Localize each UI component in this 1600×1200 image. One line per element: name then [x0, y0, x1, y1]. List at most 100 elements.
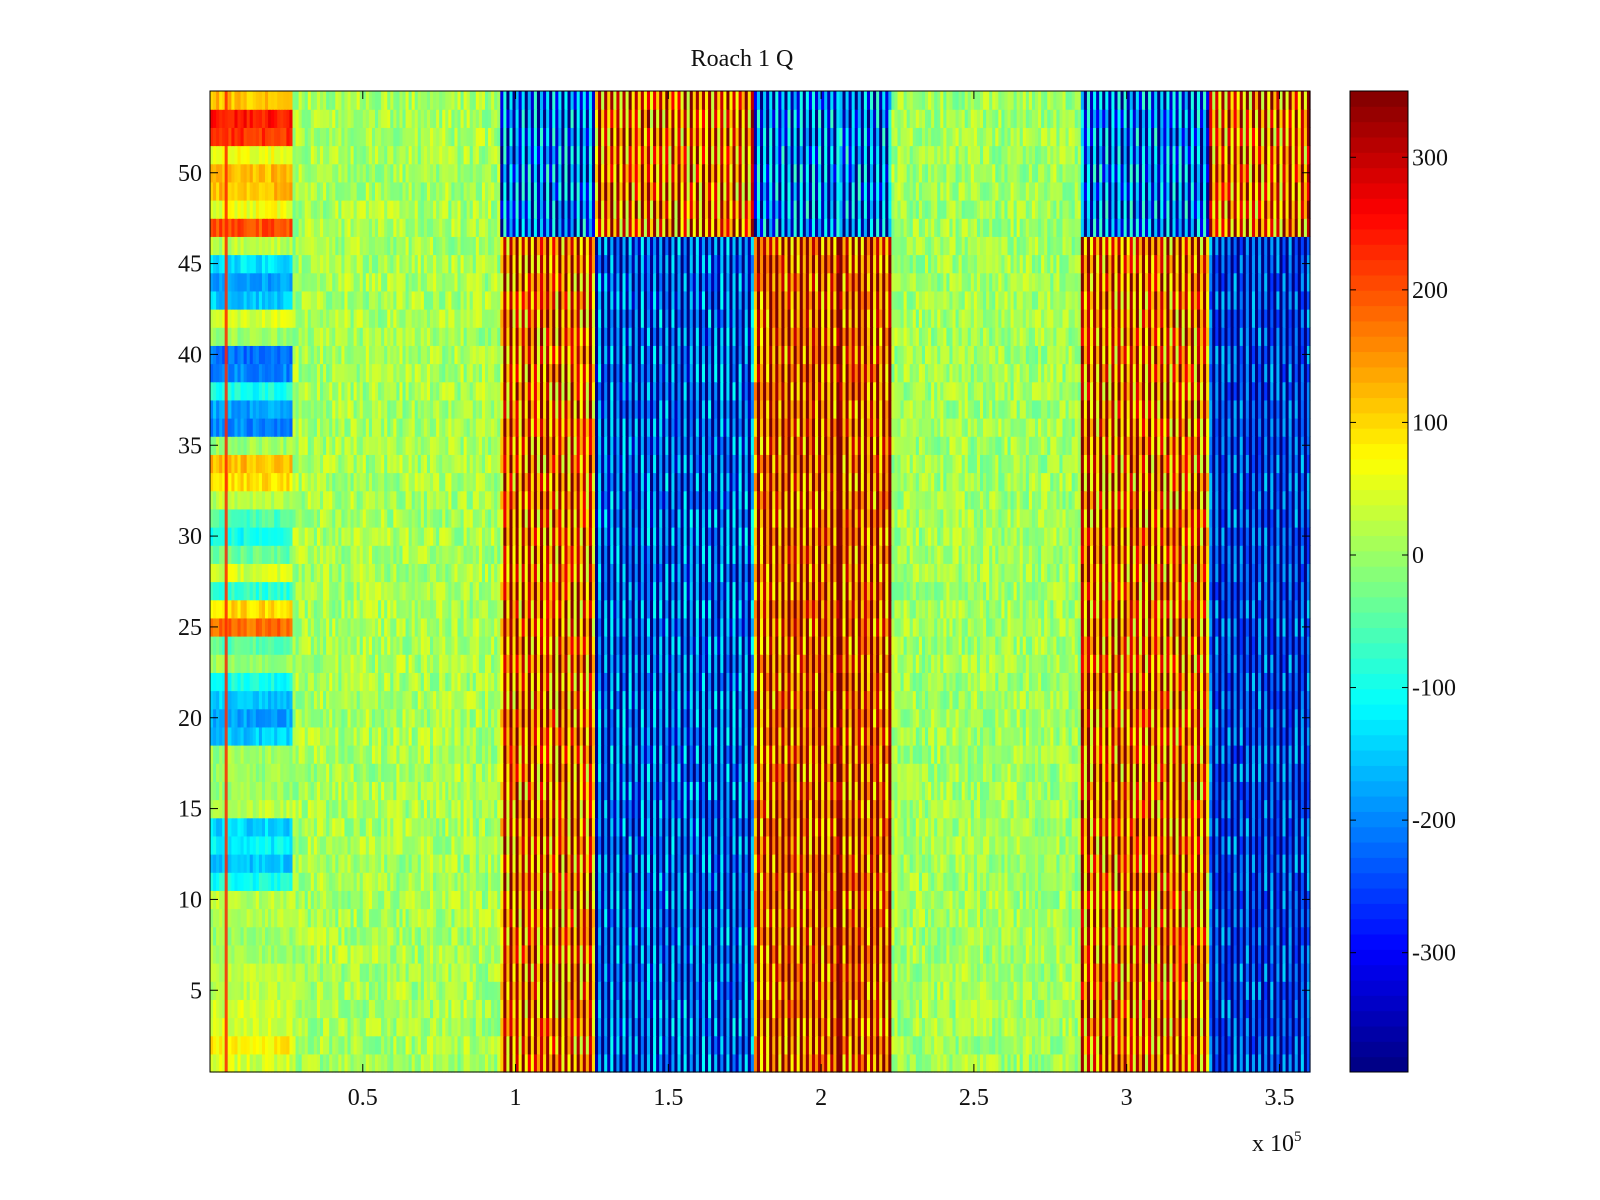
heatmap-cell [475, 1017, 480, 1037]
heatmap-cell [772, 1053, 776, 1073]
heatmap-cell [258, 835, 263, 855]
heatmap-cell [1090, 926, 1094, 946]
heatmap-cell [680, 926, 685, 946]
heatmap-cell [274, 944, 278, 964]
heatmap-cell [378, 835, 382, 855]
heatmap-cell [1129, 926, 1134, 946]
heatmap-cell [237, 981, 242, 1000]
heatmap-cell [873, 908, 877, 928]
heatmap-cell [552, 963, 556, 982]
heatmap-cell [1031, 835, 1036, 855]
heatmap-cell [845, 872, 850, 891]
heatmap-cell [909, 835, 914, 855]
heatmap-cell [509, 872, 514, 891]
heatmap-cell [451, 1017, 456, 1037]
heatmap-cell [588, 981, 593, 1000]
heatmap-cell [567, 1053, 572, 1073]
heatmap-cell [671, 1017, 676, 1037]
heatmap-cell [341, 908, 346, 928]
heatmap-cell [741, 872, 746, 891]
heatmap-cell [1196, 1017, 1201, 1037]
heatmap-cell [628, 817, 633, 837]
heatmap-cell [1096, 926, 1100, 946]
heatmap-cell [420, 999, 425, 1019]
heatmap-cell [591, 1053, 596, 1073]
heatmap-cell [1028, 981, 1033, 1000]
heatmap-cell [607, 999, 611, 1019]
heatmap-cell [879, 944, 883, 964]
heatmap-cell [546, 835, 550, 855]
heatmap-cell [934, 835, 938, 855]
heatmap-cell [286, 926, 291, 946]
heatmap-cell [295, 963, 300, 982]
heatmap-cell [1300, 872, 1305, 891]
heatmap-cell [1025, 872, 1030, 891]
heatmap-cell [879, 908, 883, 928]
heatmap-cell [368, 1017, 373, 1037]
heatmap-cell [1013, 999, 1018, 1019]
heatmap-cell [805, 963, 810, 982]
heatmap-cell [1294, 1035, 1299, 1055]
heatmap-cell [1273, 872, 1277, 891]
heatmap-cell [536, 999, 541, 1019]
heatmap-cell [478, 817, 483, 837]
heatmap-cell [787, 1017, 792, 1037]
heatmap-cell [509, 1053, 514, 1073]
heatmap-cell [1270, 1017, 1274, 1037]
heatmap-cell [1261, 908, 1265, 928]
heatmap-cell [552, 817, 556, 837]
heatmap-cell [784, 817, 789, 837]
heatmap-cell [1105, 963, 1109, 982]
heatmap-cell [500, 817, 504, 837]
heatmap-cell [359, 817, 364, 837]
heatmap-cell [903, 999, 908, 1019]
heatmap-cell [662, 944, 666, 964]
heatmap-cell [894, 1017, 899, 1037]
heatmap-cell [915, 854, 920, 873]
heatmap-cell [280, 1053, 284, 1073]
heatmap-cell [1203, 872, 1207, 891]
heatmap-cell [686, 944, 691, 964]
heatmap-cell [274, 926, 278, 946]
heatmap-cell [469, 1035, 474, 1055]
heatmap-cell [677, 817, 682, 837]
heatmap-cell [430, 1017, 434, 1037]
heatmap-cell [494, 1017, 498, 1037]
heatmap-cell [261, 981, 266, 1000]
heatmap-cell [1004, 854, 1009, 873]
heatmap-cell [579, 944, 584, 964]
heatmap-cell [509, 890, 514, 910]
heatmap-cell [760, 1035, 764, 1055]
heatmap-cell [457, 872, 462, 891]
heatmap-cell [1129, 981, 1134, 1000]
heatmap-cell [344, 872, 349, 891]
heatmap-cell [976, 817, 981, 837]
heatmap-cell [705, 926, 709, 946]
heatmap-cell [983, 981, 987, 1000]
heatmap-cell [714, 817, 718, 837]
heatmap-cell [1273, 854, 1277, 873]
heatmap-cell [698, 1017, 703, 1037]
heatmap-cell [1151, 963, 1155, 982]
heatmap-cell [1212, 1035, 1216, 1055]
heatmap-cell [1248, 1017, 1253, 1037]
heatmap-cell [503, 854, 507, 873]
heatmap-cell [946, 926, 951, 946]
heatmap-cell [1050, 999, 1054, 1019]
heatmap-cell [1123, 999, 1128, 1019]
heatmap-cell [967, 817, 972, 837]
heatmap-cell [491, 890, 495, 910]
heatmap-cell [1096, 817, 1100, 837]
heatmap-cell [668, 872, 672, 891]
heatmap-cell [576, 872, 581, 891]
heatmap-cell [286, 981, 291, 1000]
heatmap-cell [952, 1035, 957, 1055]
heatmap-cell [818, 890, 822, 910]
heatmap-cell [756, 1053, 761, 1073]
heatmap-cell [1294, 926, 1299, 946]
heatmap-cell [640, 944, 645, 964]
heatmap-cell [301, 963, 306, 982]
heatmap-cell [1111, 944, 1116, 964]
heatmap-cell [481, 1053, 486, 1073]
heatmap-cell [460, 817, 465, 837]
